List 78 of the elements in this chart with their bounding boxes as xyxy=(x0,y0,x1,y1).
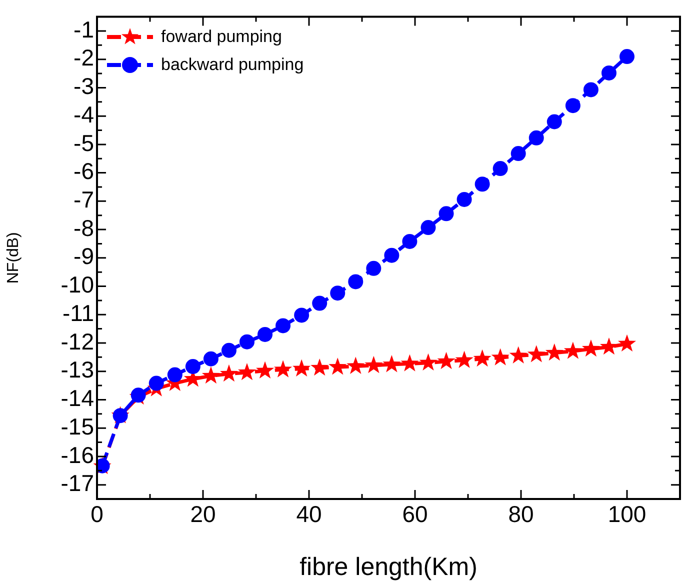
point xyxy=(258,326,273,342)
point xyxy=(437,352,456,370)
point xyxy=(402,234,418,249)
point xyxy=(455,350,474,368)
point xyxy=(202,366,220,384)
point xyxy=(328,358,347,375)
point xyxy=(620,49,634,64)
point xyxy=(400,354,419,372)
y-tick-label: -2 xyxy=(74,44,94,71)
point xyxy=(492,161,508,176)
point xyxy=(310,358,329,376)
y-tick-label: -11 xyxy=(62,300,94,326)
point xyxy=(256,361,274,378)
y-tick-label: -17 xyxy=(60,470,94,496)
y-tick-label: -1 xyxy=(74,16,94,42)
point xyxy=(583,82,598,98)
point xyxy=(600,337,618,355)
y-tick-label: -10 xyxy=(60,272,94,298)
point xyxy=(292,359,311,376)
point xyxy=(167,367,182,382)
point xyxy=(382,355,401,372)
y-tick-label: -6 xyxy=(74,158,94,184)
point xyxy=(312,296,328,311)
x-axis-title: fibre length(Km) xyxy=(300,552,478,581)
x-tick-label: 100 xyxy=(608,501,646,528)
y-tick-label: -15 xyxy=(60,413,94,440)
point xyxy=(274,360,292,378)
point xyxy=(528,130,544,146)
point xyxy=(294,308,310,323)
y-tick-label: -4 xyxy=(74,101,94,128)
point xyxy=(601,65,616,80)
point xyxy=(509,346,528,364)
y-axis-title: NF(dB) xyxy=(5,232,22,284)
point xyxy=(546,114,562,130)
point xyxy=(565,98,580,114)
point xyxy=(276,318,291,334)
point xyxy=(456,192,472,207)
point xyxy=(491,348,510,366)
point xyxy=(239,334,254,350)
point xyxy=(510,146,526,162)
x-tick-label: 40 xyxy=(296,501,322,528)
point xyxy=(330,286,346,301)
x-tick-label: 80 xyxy=(508,501,534,528)
point xyxy=(564,342,582,359)
point xyxy=(366,260,382,276)
point xyxy=(438,206,454,222)
y-tick-label: -8 xyxy=(74,214,94,241)
point xyxy=(384,248,400,263)
point xyxy=(348,274,364,290)
point xyxy=(148,376,164,391)
x-tick-label: 60 xyxy=(402,501,428,528)
point xyxy=(420,220,436,236)
point xyxy=(203,351,218,366)
legend-label: backward pumping xyxy=(161,54,304,75)
y-tick-label: -7 xyxy=(74,186,94,213)
point xyxy=(346,356,365,374)
point xyxy=(221,342,236,358)
y-tick-label: -12 xyxy=(60,328,94,354)
point xyxy=(545,343,564,361)
point xyxy=(364,356,383,374)
point xyxy=(238,362,256,380)
y-tick-label: -9 xyxy=(74,243,94,270)
legend-label: foward pumping xyxy=(161,26,282,47)
point xyxy=(618,334,636,352)
x-tick-label: 20 xyxy=(190,501,216,528)
point xyxy=(419,353,438,371)
point xyxy=(185,359,200,374)
y-tick-label: -16 xyxy=(60,442,94,468)
y-tick-label: -3 xyxy=(74,73,94,100)
point xyxy=(474,176,490,192)
y-tick-label: -13 xyxy=(60,356,94,383)
y-tick-label: -14 xyxy=(60,385,94,412)
x-tick-label: 0 xyxy=(90,501,104,528)
y-tick-label: -5 xyxy=(74,130,94,156)
point xyxy=(527,345,546,362)
point xyxy=(220,364,238,382)
point xyxy=(582,339,600,357)
point xyxy=(473,349,492,367)
